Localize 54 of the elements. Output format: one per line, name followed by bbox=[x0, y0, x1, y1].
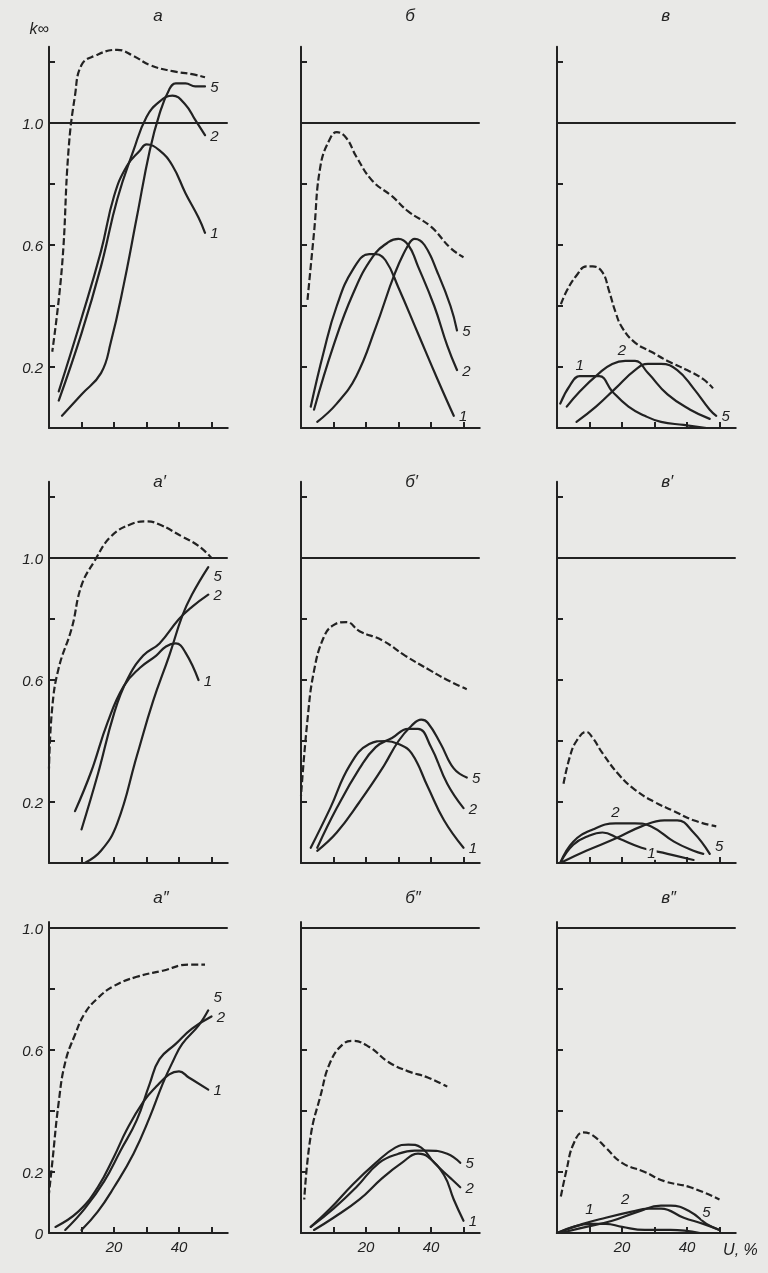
chart-title: в′ bbox=[661, 472, 675, 491]
y-tick-label: 1.0 bbox=[22, 114, 44, 132]
chart-title: а″ bbox=[153, 888, 170, 907]
chart-title: а′ bbox=[153, 472, 167, 491]
y-tick-label: 0.2 bbox=[22, 1163, 44, 1181]
x-tick-label: 40 bbox=[422, 1238, 440, 1255]
y-tick-label: 1.0 bbox=[22, 549, 44, 567]
x-tick-label: 20 bbox=[104, 1238, 123, 1255]
series-label: 5 bbox=[213, 566, 223, 584]
series-label: 1 bbox=[575, 355, 584, 373]
chart-title: б bbox=[405, 6, 417, 25]
x-tick-label: 40 bbox=[678, 1238, 696, 1255]
series-label: 1 bbox=[213, 1081, 222, 1099]
series-label: 5 bbox=[702, 1203, 712, 1221]
x-tick-label: 40 bbox=[170, 1238, 188, 1255]
series-label: 1 bbox=[203, 671, 213, 689]
y-tick-label: 0.6 bbox=[22, 1041, 44, 1059]
series-label: 2 bbox=[464, 1178, 475, 1196]
series-label: 2 bbox=[461, 361, 472, 379]
series-label: 2 bbox=[467, 799, 478, 817]
series-label: 2 bbox=[212, 586, 223, 604]
series-label: 5 bbox=[462, 321, 472, 339]
series-label: 2 bbox=[215, 1007, 226, 1025]
series-label: 2 bbox=[620, 1189, 631, 1207]
series-label: 5 bbox=[465, 1154, 475, 1172]
series-label: 2 bbox=[616, 341, 627, 359]
series-label: 1 bbox=[468, 839, 478, 857]
chart-title: а bbox=[153, 6, 163, 25]
series-label: 1 bbox=[468, 1212, 478, 1230]
chart-title: в″ bbox=[661, 888, 678, 907]
series-label: 2 bbox=[610, 802, 621, 820]
x-tick-label: 20 bbox=[356, 1238, 375, 1255]
series-label: 5 bbox=[721, 407, 731, 425]
chart-title: в bbox=[661, 6, 671, 25]
y-tick-label: 0.6 bbox=[22, 236, 44, 254]
series-label: 1 bbox=[647, 843, 656, 861]
y-tick-label: 0 bbox=[34, 1224, 44, 1242]
series-label: 5 bbox=[210, 77, 220, 95]
y-tick-label: 1.0 bbox=[22, 919, 44, 937]
series-label: 1 bbox=[210, 224, 219, 242]
series-label: 1 bbox=[459, 407, 468, 425]
series-label: 5 bbox=[472, 769, 482, 787]
series-label: 5 bbox=[715, 837, 725, 855]
x-tick-label: 20 bbox=[612, 1238, 631, 1255]
y-tick-label: 0.2 bbox=[22, 793, 44, 811]
chart-title: б″ bbox=[405, 888, 422, 907]
chart-title: б′ bbox=[405, 472, 419, 491]
y-tick-label: 0.6 bbox=[22, 671, 44, 689]
y-tick-label: 0.2 bbox=[22, 358, 44, 376]
series-label: 5 bbox=[213, 987, 223, 1005]
series-label: 1 bbox=[585, 1200, 594, 1218]
y-axis-title: k∞ bbox=[29, 20, 49, 38]
x-axis-title: U, % bbox=[723, 1240, 758, 1258]
series-label: 2 bbox=[209, 126, 220, 144]
